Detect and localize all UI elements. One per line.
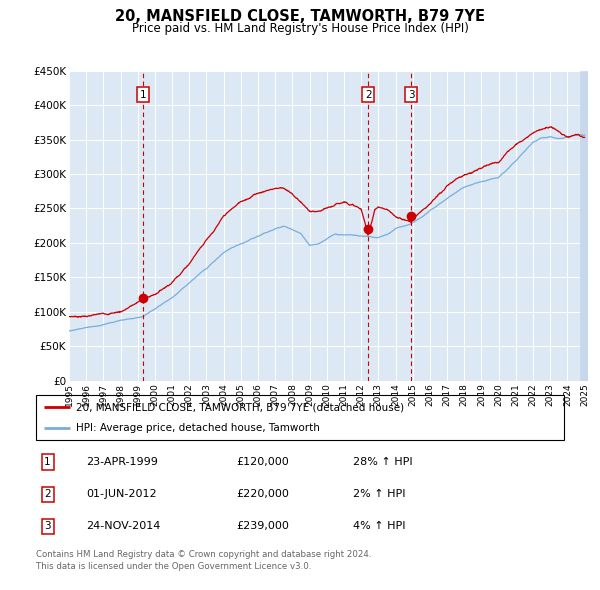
Text: Contains HM Land Registry data © Crown copyright and database right 2024.: Contains HM Land Registry data © Crown c… bbox=[36, 550, 371, 559]
Text: 4% ↑ HPI: 4% ↑ HPI bbox=[353, 521, 406, 531]
Text: 23-APR-1999: 23-APR-1999 bbox=[86, 457, 158, 467]
Text: Price paid vs. HM Land Registry's House Price Index (HPI): Price paid vs. HM Land Registry's House … bbox=[131, 22, 469, 35]
Text: 1: 1 bbox=[44, 457, 51, 467]
Text: 28% ↑ HPI: 28% ↑ HPI bbox=[353, 457, 412, 467]
Text: 01-JUN-2012: 01-JUN-2012 bbox=[86, 489, 157, 499]
Text: 20, MANSFIELD CLOSE, TAMWORTH, B79 7YE (detached house): 20, MANSFIELD CLOSE, TAMWORTH, B79 7YE (… bbox=[76, 402, 404, 412]
Text: £120,000: £120,000 bbox=[236, 457, 289, 467]
Text: 24-NOV-2014: 24-NOV-2014 bbox=[86, 521, 161, 531]
Text: 2% ↑ HPI: 2% ↑ HPI bbox=[353, 489, 406, 499]
Text: £220,000: £220,000 bbox=[236, 489, 290, 499]
Text: 20, MANSFIELD CLOSE, TAMWORTH, B79 7YE: 20, MANSFIELD CLOSE, TAMWORTH, B79 7YE bbox=[115, 9, 485, 24]
Text: 3: 3 bbox=[44, 521, 51, 531]
Bar bbox=[580, 71, 589, 381]
Text: 1: 1 bbox=[140, 90, 146, 100]
Text: HPI: Average price, detached house, Tamworth: HPI: Average price, detached house, Tamw… bbox=[76, 422, 319, 432]
Text: 3: 3 bbox=[407, 90, 415, 100]
Text: 2: 2 bbox=[44, 489, 51, 499]
Text: 2: 2 bbox=[365, 90, 371, 100]
Text: This data is licensed under the Open Government Licence v3.0.: This data is licensed under the Open Gov… bbox=[36, 562, 311, 571]
Text: £239,000: £239,000 bbox=[236, 521, 290, 531]
